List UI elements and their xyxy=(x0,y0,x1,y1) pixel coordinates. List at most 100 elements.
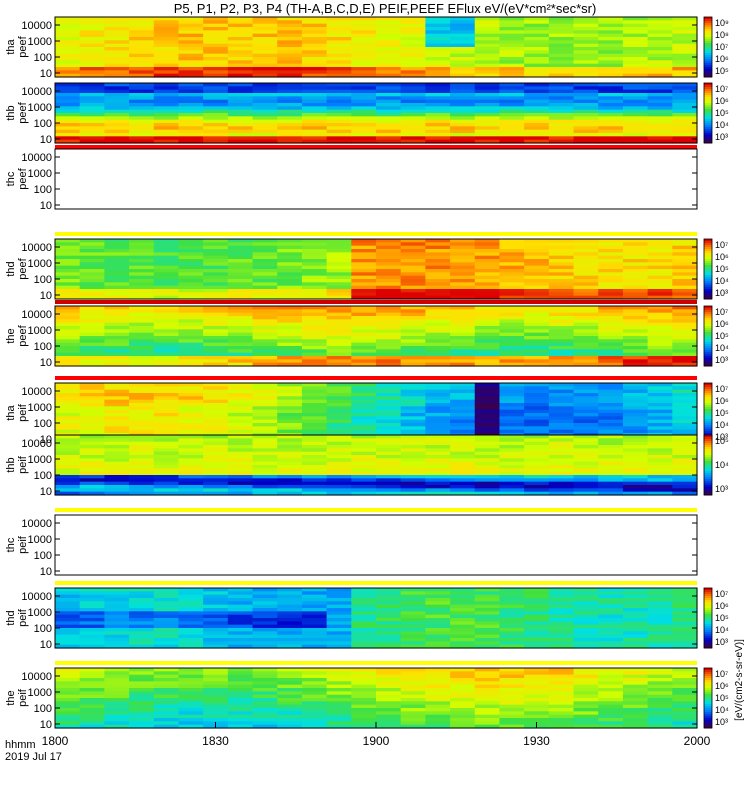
heatmap-cell xyxy=(326,413,352,417)
heatmap-cell xyxy=(524,591,550,596)
heatmap-cell xyxy=(672,644,698,649)
heatmap-cell xyxy=(129,671,155,676)
heatmap-cell xyxy=(129,309,155,314)
heatmap-cell xyxy=(598,356,624,360)
heatmap-cell xyxy=(425,116,451,121)
heatmap-cell xyxy=(598,99,624,104)
heatmap-cell xyxy=(622,259,649,263)
heatmap-cell xyxy=(153,319,180,324)
colorbar-segment xyxy=(704,588,712,591)
heatmap-cell xyxy=(252,89,278,94)
heatmap-cell xyxy=(252,99,278,104)
heatmap-cell xyxy=(129,352,155,357)
heatmap-cell xyxy=(524,73,550,78)
heatmap-cell xyxy=(622,708,649,712)
heatmap-cell xyxy=(376,292,402,297)
heatmap-cell xyxy=(252,259,278,263)
heatmap-cell xyxy=(79,614,105,619)
colorbar-segment xyxy=(704,411,712,414)
heatmap-cell xyxy=(79,129,105,134)
heatmap-cell xyxy=(622,698,649,702)
heatmap-cell xyxy=(573,259,599,263)
heatmap-cell xyxy=(622,389,649,394)
heatmap-cell xyxy=(524,63,550,68)
heatmap-cell xyxy=(252,461,278,466)
heatmap-cell xyxy=(548,359,575,364)
heatmap-cell xyxy=(301,27,328,31)
heatmap-cell xyxy=(548,386,575,391)
heatmap-cell xyxy=(499,306,525,310)
heatmap-cell xyxy=(129,346,155,350)
heatmap-cell xyxy=(425,681,451,686)
heatmap-cell xyxy=(129,604,155,609)
heatmap-cell xyxy=(672,423,698,427)
heatmap-cell xyxy=(400,638,426,642)
heatmap-cell xyxy=(153,113,180,117)
heatmap-cell xyxy=(573,23,599,28)
heatmap-cell xyxy=(129,43,155,48)
heatmap-cell xyxy=(301,239,328,243)
heatmap-cell xyxy=(178,491,204,496)
heatmap-cell xyxy=(573,435,599,439)
heatmap-cell xyxy=(178,322,204,327)
heatmap-cell xyxy=(55,139,81,144)
heatmap-cell xyxy=(79,718,105,722)
heatmap-cell xyxy=(524,604,550,609)
heatmap-cell xyxy=(548,694,575,699)
heatmap-cell xyxy=(326,50,352,55)
heatmap-cell xyxy=(548,468,575,473)
heatmap-cell xyxy=(499,269,525,273)
heatmap-cell xyxy=(548,678,575,682)
heatmap-cell xyxy=(598,239,624,243)
heatmap-cell xyxy=(252,638,278,642)
x-tick-label: 1830 xyxy=(202,734,229,748)
heatmap-cell xyxy=(524,618,550,622)
heatmap-cell xyxy=(376,346,402,350)
heatmap-cell xyxy=(672,336,698,340)
heatmap-cell xyxy=(55,57,81,61)
heatmap-cell xyxy=(376,708,402,712)
heatmap-cell xyxy=(104,429,130,434)
heatmap-cell xyxy=(548,399,575,404)
heatmap-cell xyxy=(178,445,204,449)
heatmap-cell xyxy=(548,711,575,716)
heatmap-cell xyxy=(301,316,328,320)
heatmap-cell xyxy=(474,383,501,387)
heatmap-cell xyxy=(79,708,105,712)
heatmap-cell xyxy=(104,399,130,404)
heatmap-cell xyxy=(55,265,81,270)
heatmap-cell xyxy=(252,116,278,121)
heatmap-cell xyxy=(178,60,204,65)
heatmap-cell xyxy=(153,249,180,253)
heatmap-cell xyxy=(55,319,81,324)
heatmap-cell xyxy=(474,668,501,672)
heatmap-cell xyxy=(598,119,624,124)
heatmap-cell xyxy=(129,275,155,280)
heatmap-cell xyxy=(672,23,698,28)
heatmap-cell xyxy=(376,403,402,407)
heatmap-cell xyxy=(252,691,278,696)
heatmap-cell xyxy=(400,429,426,434)
heatmap-cell xyxy=(301,342,328,347)
colorbar-segment xyxy=(704,676,712,679)
heatmap-cell xyxy=(598,336,624,340)
heatmap-cell xyxy=(178,591,204,596)
heatmap-cell xyxy=(178,23,204,28)
heatmap-cell xyxy=(301,63,328,68)
heatmap-cell xyxy=(474,604,501,609)
heatmap-cell xyxy=(203,684,229,689)
heatmap-cell xyxy=(178,458,204,463)
heatmap-cell xyxy=(227,136,254,141)
heatmap-cell xyxy=(647,326,673,330)
heatmap-cell xyxy=(400,96,426,101)
heatmap-cell xyxy=(227,23,254,28)
heatmap-cell xyxy=(647,638,673,642)
heatmap-cell xyxy=(351,594,377,599)
heatmap-cell xyxy=(450,714,476,719)
heatmap-cell xyxy=(277,638,303,642)
heatmap-cell xyxy=(672,99,698,104)
heatmap-cell xyxy=(79,701,105,706)
heatmap-cell xyxy=(672,116,698,121)
heatmap-cell xyxy=(622,445,649,449)
